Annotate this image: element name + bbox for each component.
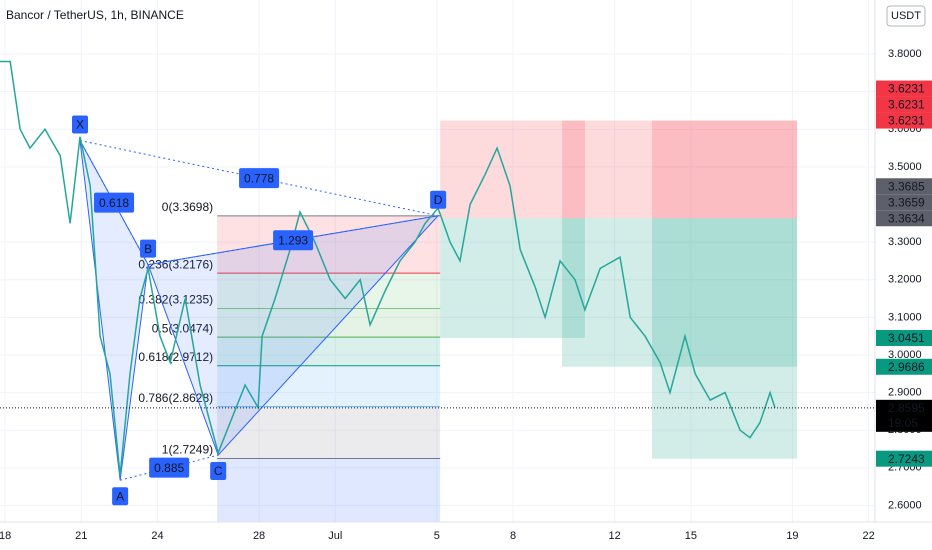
- pattern-point: [72, 115, 89, 134]
- ratio-box: [94, 192, 135, 213]
- x-tick-label: 19: [786, 530, 798, 542]
- pattern-label: C: [214, 464, 223, 478]
- pattern-label: B: [144, 242, 152, 256]
- currency-label: USDT: [891, 10, 921, 22]
- x-tick-label: 5: [434, 530, 440, 542]
- fib-extension: [217, 458, 441, 522]
- ratio-box: [149, 457, 190, 478]
- price-tag: [876, 358, 932, 375]
- y-tick-label: 3.5000: [888, 161, 922, 173]
- stop-zone: [651, 120, 798, 219]
- countdown: 19:05: [888, 416, 918, 430]
- pattern-point: [430, 190, 447, 209]
- x-tick-label: 8: [510, 530, 516, 542]
- x-tick-label: 24: [151, 530, 163, 542]
- price-tag: [876, 399, 932, 432]
- ratio-line: [147, 215, 439, 266]
- price-tag: [876, 450, 932, 467]
- x-tick-label: 12: [609, 530, 621, 542]
- x-tick-label: 21: [75, 530, 87, 542]
- price-tag: [876, 80, 932, 97]
- x-tick-label: 15: [685, 530, 697, 542]
- target-zone: [562, 218, 798, 367]
- price-tag-label: 3.6231: [888, 98, 925, 112]
- price-line: [0, 60, 776, 476]
- x-tick-label: Jul: [328, 530, 342, 542]
- price-tag-label: 3.3659: [888, 195, 925, 209]
- price-tag-label: 2.9686: [888, 360, 925, 374]
- fib-label: 0.786(2.8628): [138, 391, 213, 405]
- fib-label: 0(3.3698): [162, 200, 213, 214]
- ratio-label: 0.778: [244, 171, 274, 185]
- x-tick-label: 18: [0, 530, 11, 542]
- pattern-point: [210, 462, 227, 481]
- fib-band: [217, 273, 441, 309]
- price-tag: [876, 96, 932, 113]
- ratio-label: 0.885: [154, 461, 184, 475]
- fib-band: [217, 215, 441, 274]
- x-tick-label: 28: [253, 530, 265, 542]
- ratio-line: [79, 140, 439, 217]
- pattern-label: X: [76, 118, 84, 132]
- pattern-point: [140, 239, 157, 258]
- y-tick-label: 3.8000: [888, 48, 922, 60]
- price-tag-label: 3.3634: [888, 211, 925, 225]
- fib-band: [217, 308, 441, 338]
- price-tag-label: 3.6231: [888, 82, 925, 96]
- ratio-label: 1.293: [278, 233, 308, 247]
- price-tag-label: 2.7243: [888, 452, 925, 466]
- y-tick-label: 3.0000: [888, 349, 922, 361]
- price-tag: [876, 112, 932, 129]
- fib-label: 0.236(3.2176): [138, 257, 213, 271]
- fib-label: 1(2.7249): [162, 443, 213, 457]
- price-tag-label: 3.0451: [888, 331, 925, 345]
- chart-title: Bancor / TetherUS, 1h, BINANCE: [6, 8, 184, 22]
- ratio-box: [239, 168, 280, 189]
- y-tick-label: 3.1000: [888, 311, 922, 323]
- target-zone: [651, 218, 798, 459]
- price-tag-label: 3.6231: [888, 114, 925, 128]
- y-tick-label: 3.3000: [888, 236, 922, 248]
- price-tag: [876, 210, 932, 227]
- stop-zone: [562, 120, 798, 219]
- ratio-box: [273, 230, 314, 251]
- price-tag: [876, 194, 932, 211]
- fib-label: 0.382(3.1235): [138, 293, 213, 307]
- y-tick-label: 2.6000: [888, 499, 922, 511]
- pattern-point: [112, 487, 129, 506]
- price-tag: [876, 329, 932, 346]
- pattern-label: D: [434, 193, 443, 207]
- currency-button[interactable]: [886, 5, 926, 27]
- fib-band: [217, 337, 441, 366]
- price-tag-label: 3.3685: [888, 179, 925, 193]
- y-tick-label: 3.2000: [888, 274, 922, 286]
- price-tag-label: 2.8595: [888, 401, 925, 415]
- price-tag: [876, 178, 932, 195]
- ratio-label: 0.618: [99, 196, 129, 210]
- x-tick-label: 22: [863, 530, 875, 542]
- fib-label: 0.5(3.0474): [152, 321, 213, 335]
- pattern-label: A: [116, 489, 124, 503]
- y-tick-label: 2.9000: [888, 386, 922, 398]
